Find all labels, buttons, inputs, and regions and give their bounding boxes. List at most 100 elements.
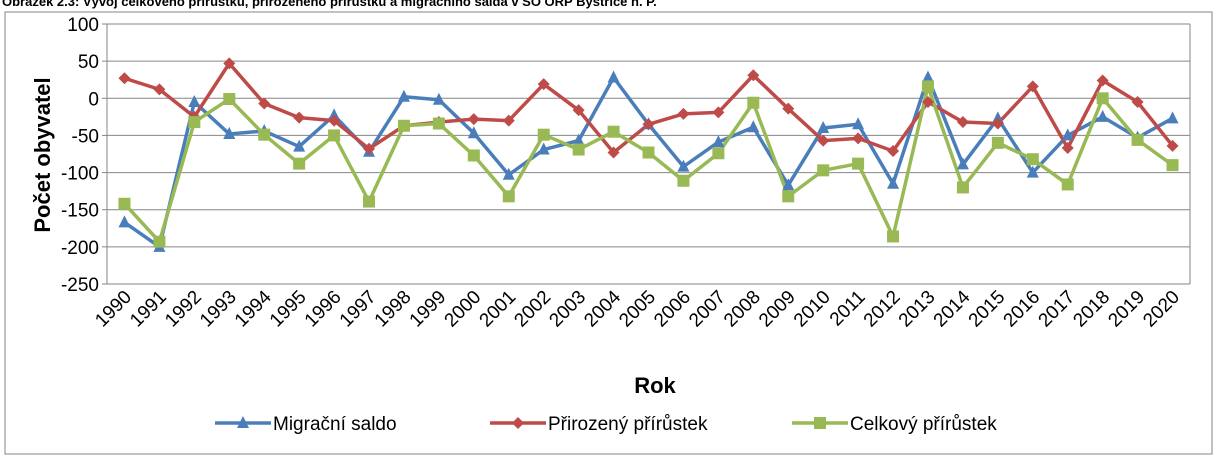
point-marker <box>712 106 725 119</box>
point-marker <box>118 215 131 228</box>
point-marker <box>328 129 341 142</box>
point-marker <box>607 70 620 83</box>
point-marker <box>956 157 969 170</box>
point-marker <box>118 197 131 210</box>
legend-marker <box>814 417 826 429</box>
point-marker <box>537 128 550 141</box>
point-marker <box>188 95 201 107</box>
point-marker <box>956 181 969 194</box>
point-marker <box>921 70 934 83</box>
point-marker <box>782 178 795 191</box>
point-marker <box>363 195 376 208</box>
legend-marker <box>237 416 249 428</box>
point-marker <box>258 97 271 110</box>
point-marker <box>747 120 760 133</box>
point-marker <box>956 116 969 129</box>
point-marker <box>1096 109 1109 122</box>
point-marker <box>432 92 445 105</box>
point-marker <box>258 128 271 141</box>
point-marker <box>887 176 900 189</box>
y-tick-label: 100 <box>67 15 99 36</box>
point-marker <box>817 121 830 133</box>
point-marker <box>1026 80 1039 93</box>
point-marker <box>747 69 760 82</box>
point-marker <box>537 78 550 91</box>
point-marker <box>1131 133 1144 146</box>
point-marker <box>397 89 410 102</box>
point-marker <box>852 157 865 170</box>
point-marker <box>223 57 236 70</box>
point-marker <box>607 125 620 138</box>
point-marker <box>1026 153 1039 166</box>
point-marker <box>293 111 306 124</box>
legend-label: Celkový přírůstek <box>850 414 997 435</box>
point-marker <box>118 72 131 85</box>
point-marker <box>502 190 515 203</box>
y-tick-label: -100 <box>61 164 99 185</box>
point-marker <box>782 102 795 115</box>
point-marker <box>1026 165 1039 178</box>
y-tick-label: 50 <box>78 52 99 73</box>
point-marker <box>397 119 410 132</box>
legend-label: Migrační saldo <box>273 414 397 435</box>
point-marker <box>1096 92 1109 105</box>
point-marker <box>642 118 655 131</box>
point-marker <box>991 136 1004 149</box>
point-marker <box>852 117 865 130</box>
y-tick-label: -50 <box>72 126 99 147</box>
point-marker <box>677 159 690 172</box>
point-marker <box>921 96 934 108</box>
point-marker <box>502 114 515 127</box>
point-marker <box>467 113 480 126</box>
point-marker <box>467 126 480 139</box>
point-marker <box>1131 96 1144 108</box>
legend-label: Přirozený přírůstek <box>548 414 708 435</box>
point-marker <box>712 147 725 160</box>
point-marker <box>1061 178 1074 191</box>
point-marker <box>293 139 306 152</box>
point-marker <box>712 135 725 148</box>
point-marker <box>293 157 306 170</box>
point-marker <box>188 116 201 129</box>
point-marker <box>852 132 865 145</box>
point-marker <box>1061 142 1074 155</box>
point-marker <box>572 104 585 117</box>
point-marker <box>432 117 445 130</box>
point-marker <box>887 145 900 158</box>
point-marker <box>1061 128 1074 141</box>
legend-marker <box>512 417 524 429</box>
point-marker <box>747 96 760 109</box>
point-marker <box>642 146 655 159</box>
point-marker <box>537 142 550 155</box>
point-marker <box>363 142 376 155</box>
x-axis-title: Rok <box>634 373 676 398</box>
point-marker <box>572 133 585 146</box>
point-marker <box>328 108 341 121</box>
y-tick-label: 0 <box>88 89 99 110</box>
chart-title: Obrázek 2.3: Vývoj celkového přírůstku, … <box>2 0 657 9</box>
point-marker <box>1166 159 1179 172</box>
point-marker <box>223 93 236 106</box>
point-marker <box>153 83 166 96</box>
point-marker <box>677 174 690 187</box>
point-marker <box>817 164 830 177</box>
point-marker <box>677 107 690 120</box>
point-marker <box>887 230 900 243</box>
point-marker <box>921 80 934 93</box>
y-tick-label: -200 <box>61 238 99 259</box>
point-marker <box>1166 139 1179 152</box>
point-marker <box>782 190 795 203</box>
y-tick-label: -250 <box>61 275 99 296</box>
point-marker <box>502 167 515 180</box>
point-marker <box>328 114 341 127</box>
point-marker <box>991 111 1004 124</box>
chart-frame <box>4 11 1213 455</box>
point-marker <box>572 143 585 156</box>
y-axis-title: Počet obyvatel <box>30 77 55 232</box>
point-marker <box>817 134 830 147</box>
point-marker <box>991 117 1004 130</box>
point-marker <box>1096 74 1109 87</box>
point-marker <box>1166 111 1179 124</box>
point-marker <box>153 235 166 248</box>
